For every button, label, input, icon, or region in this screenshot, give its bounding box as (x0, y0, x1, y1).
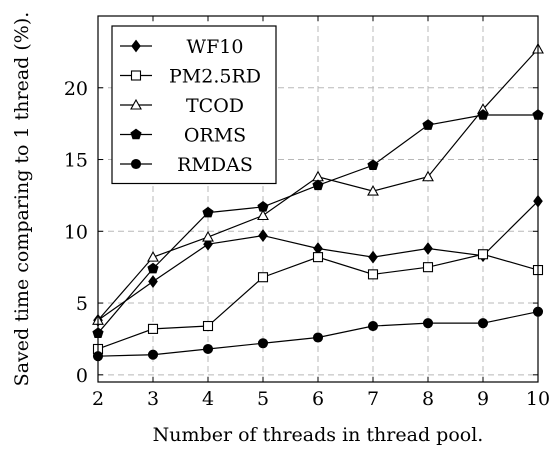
data-point-rmdas (202, 343, 214, 355)
legend-marker-wf10 (131, 39, 141, 53)
legend-marker-tcod (130, 98, 142, 110)
legend-label-wf10: WF10 (187, 36, 244, 58)
data-point-rmdas (367, 320, 379, 332)
x-tick-label: 3 (147, 388, 159, 410)
data-point-rmdas (312, 332, 324, 343)
data-point-orms (202, 206, 214, 218)
data-point-pm2-5rd (147, 323, 159, 334)
data-point-pm2-5rd (422, 262, 434, 273)
x-tick-label: 2 (92, 388, 104, 410)
tick-layer: 2 3 4 5 6 7 8 9 10 0 5 10 15 20 (64, 16, 550, 410)
y-axis-label: Saved time comparing to 1 thread (%). (11, 12, 33, 387)
x-tick-label: 8 (422, 388, 434, 410)
data-point-pm2-5rd (202, 320, 214, 332)
x-axis-label: Number of threads in thread pool. (153, 424, 484, 446)
data-point-orms (312, 179, 324, 191)
data-point-tcod (202, 230, 214, 242)
data-point-pm2-5rd (477, 249, 489, 260)
y-tick-label: 0 (76, 365, 88, 387)
data-point-rmdas (422, 318, 434, 329)
legend-label-rmdas: RMDAS (177, 154, 253, 176)
data-point-wf10 (258, 229, 268, 243)
legend-label-tcod: TCOD (186, 95, 244, 117)
series-rmdas (92, 306, 544, 362)
y-tick-label: 15 (64, 150, 88, 172)
x-tick-label: 6 (312, 388, 324, 410)
legend-marker-orms (130, 128, 142, 140)
legend-marker-pm2-5rd (130, 70, 142, 81)
legend-label-orms: ORMS (184, 125, 246, 147)
data-point-orms (477, 109, 489, 120)
y-tick-label: 20 (64, 78, 88, 100)
data-point-orms (422, 119, 434, 130)
y-tick-label: 10 (64, 221, 88, 243)
x-tick-label: 7 (367, 388, 379, 410)
data-point-wf10 (423, 242, 433, 255)
data-point-pm2-5rd (312, 252, 324, 263)
y-tick-label: 5 (76, 293, 88, 315)
data-point-wf10 (148, 275, 158, 288)
x-tick-label: 10 (526, 388, 550, 410)
x-tick-label: 5 (257, 388, 269, 410)
data-point-orms (147, 262, 159, 274)
data-point-rmdas (147, 349, 159, 360)
legend-marker-rmdas (130, 158, 142, 170)
data-point-pm2-5rd (367, 269, 379, 280)
data-point-tcod (147, 250, 159, 262)
series-orms (92, 109, 544, 338)
legend: WF10 PM2.5RD TCOD ORMS RMDAS (111, 25, 277, 185)
x-tick-label: 4 (202, 388, 214, 410)
x-tick-label: 9 (477, 388, 489, 410)
data-point-wf10 (368, 250, 378, 264)
data-point-rmdas (257, 338, 269, 349)
data-point-tcod (312, 170, 324, 182)
data-point-tcod (257, 209, 269, 221)
data-point-orms (257, 201, 269, 212)
data-point-pm2-5rd (257, 272, 269, 283)
data-point-tcod (422, 170, 434, 182)
data-point-tcod (367, 184, 379, 196)
data-point-orms (367, 159, 379, 171)
legend-label-pm2-5rd: PM2.5RD (169, 66, 261, 88)
data-point-rmdas (477, 318, 489, 329)
